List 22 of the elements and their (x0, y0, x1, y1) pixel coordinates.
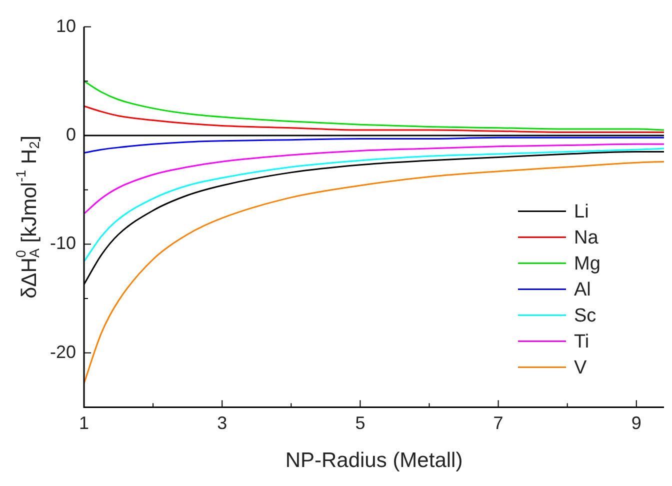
x-tick-label: 9 (631, 412, 642, 433)
x-tick-label: 1 (79, 412, 90, 433)
legend-label: Na (574, 228, 599, 249)
legend-label: Li (574, 202, 589, 223)
line-series (84, 160, 664, 384)
y-tick-label: -10 (50, 233, 76, 254)
y-axis-title: δΔHA0 [kJmol-1 H2] (13, 135, 42, 299)
legend-label: V (574, 358, 587, 379)
x-tick-label: 3 (217, 412, 228, 433)
line-series (84, 80, 664, 131)
x-axis-title: NP-Radius (Metall) (285, 449, 463, 472)
legend-label: Al (574, 280, 591, 301)
legend-label: Ti (574, 332, 590, 353)
x-tick-label: 7 (493, 412, 504, 433)
legend-label: Sc (574, 306, 596, 327)
y-tick-label: 0 (66, 124, 76, 144)
x-tick-label: 5 (355, 412, 366, 433)
legend-label: Mg (574, 254, 600, 275)
y-tick-label: -20 (50, 342, 76, 362)
line-series (84, 136, 664, 154)
y-tick-label: 10 (56, 16, 76, 36)
line-series (84, 105, 664, 133)
